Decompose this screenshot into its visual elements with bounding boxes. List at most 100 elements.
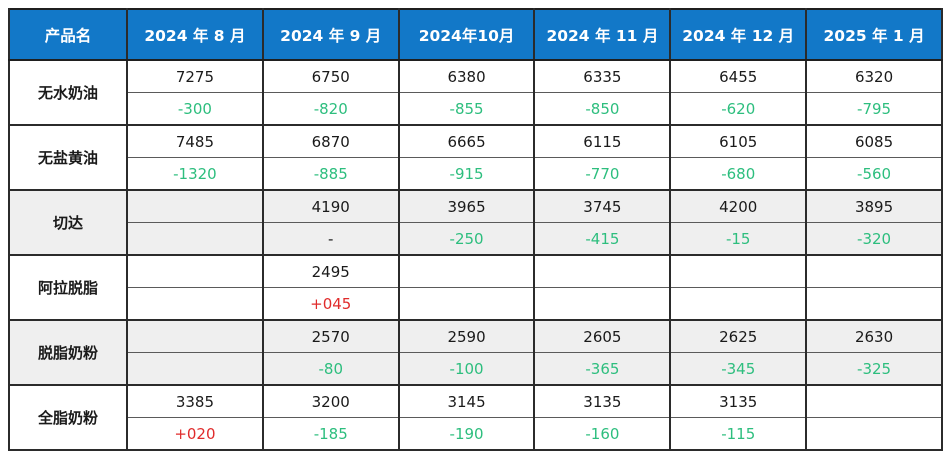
price-cell xyxy=(126,255,264,288)
price-cell: 3145 xyxy=(397,385,536,418)
header-month-nov2024: 2024 年 11 月 xyxy=(533,9,672,61)
change-row: +020 -185 -190 -160 -115 xyxy=(9,417,943,450)
change-cell: -915 xyxy=(397,157,536,190)
price-row: 无盐黄油 7485 6870 6665 6115 6105 6085 xyxy=(8,125,943,190)
dairy-price-table: 产品名 2024 年 8 月 2024 年 9 月 2024年10月 2024 … xyxy=(8,8,943,451)
change-row: -80 -100 -365 -345 -325 xyxy=(9,352,943,385)
header-month-dec2024: 2024 年 12 月 xyxy=(669,9,808,61)
price-row: 脱脂奶粉 2570 2590 2605 2625 2630 xyxy=(8,320,943,385)
price-cell xyxy=(126,320,264,353)
change-cell: -250 xyxy=(397,222,536,255)
product-group-unsalted-butter: 无盐黄油 7485 6870 6665 6115 6105 6085 -1320… xyxy=(8,125,943,190)
price-cell: 6380 xyxy=(397,60,536,93)
change-cell: -80 xyxy=(261,352,400,385)
price-cell: 4200 xyxy=(669,190,808,223)
price-cell: 6665 xyxy=(397,125,536,158)
price-cell: 3965 xyxy=(397,190,536,223)
price-row: 全脂奶粉 3385 3200 3145 3135 3135 xyxy=(8,385,943,450)
change-cell: -795 xyxy=(805,92,943,125)
product-group-whole-milk-powder: 全脂奶粉 3385 3200 3145 3135 3135 +020 -185 … xyxy=(8,385,943,450)
price-cell xyxy=(397,255,536,288)
price-row: 阿拉脱脂 2495 xyxy=(8,255,943,320)
price-cell: 4190 xyxy=(261,190,400,223)
price-row: 无水奶油 7275 6750 6380 6335 6455 6320 xyxy=(8,60,943,125)
price-cell: 6115 xyxy=(533,125,672,158)
price-cell: 6335 xyxy=(533,60,672,93)
price-cell: 6750 xyxy=(261,60,400,93)
change-cell xyxy=(805,287,943,320)
change-cell: -1320 xyxy=(126,157,264,190)
product-group-cheddar: 切达 4190 3965 3745 4200 3895 - -250 -415 … xyxy=(8,190,943,255)
price-cell: 3135 xyxy=(533,385,672,418)
change-cell: -770 xyxy=(533,157,672,190)
price-cell: 2590 xyxy=(397,320,536,353)
price-cell: 3745 xyxy=(533,190,672,223)
price-cell xyxy=(805,385,943,418)
price-cell: 2625 xyxy=(669,320,808,353)
price-cell: 2630 xyxy=(805,320,943,353)
change-cell: -190 xyxy=(397,417,536,450)
change-cell xyxy=(669,287,808,320)
change-cell: -15 xyxy=(669,222,808,255)
change-cell: -300 xyxy=(126,92,264,125)
change-cell: -820 xyxy=(261,92,400,125)
change-cell: -620 xyxy=(669,92,808,125)
price-cell xyxy=(805,255,943,288)
change-cell xyxy=(533,287,672,320)
price-cell: 3200 xyxy=(261,385,400,418)
change-cell: -320 xyxy=(805,222,943,255)
price-cell: 3135 xyxy=(669,385,808,418)
product-name: 全脂奶粉 xyxy=(8,385,128,450)
price-cell: 6455 xyxy=(669,60,808,93)
product-name: 无盐黄油 xyxy=(8,125,128,190)
change-cell: -160 xyxy=(533,417,672,450)
change-cell: -185 xyxy=(261,417,400,450)
change-cell xyxy=(126,222,264,255)
change-cell: -885 xyxy=(261,157,400,190)
change-cell: -365 xyxy=(533,352,672,385)
change-cell xyxy=(126,287,264,320)
product-group-anhydrous-butter: 无水奶油 7275 6750 6380 6335 6455 6320 -300 … xyxy=(8,60,943,125)
change-cell: -115 xyxy=(669,417,808,450)
change-row: +045 xyxy=(9,287,943,320)
price-cell: 2605 xyxy=(533,320,672,353)
header-month-sep2024: 2024 年 9 月 xyxy=(261,9,400,61)
price-cell xyxy=(126,190,264,223)
price-cell: 7485 xyxy=(126,125,264,158)
product-group-arla-skim: 阿拉脱脂 2495 +045 xyxy=(8,255,943,320)
price-cell: 2570 xyxy=(261,320,400,353)
change-cell: -100 xyxy=(397,352,536,385)
price-cell: 3895 xyxy=(805,190,943,223)
change-cell xyxy=(126,352,264,385)
change-cell: - xyxy=(261,222,400,255)
price-cell: 2495 xyxy=(261,255,400,288)
change-cell: -415 xyxy=(533,222,672,255)
price-cell: 3385 xyxy=(126,385,264,418)
change-cell: +045 xyxy=(261,287,400,320)
price-cell xyxy=(533,255,672,288)
price-cell: 6085 xyxy=(805,125,943,158)
change-cell: -855 xyxy=(397,92,536,125)
header-row: 产品名 2024 年 8 月 2024 年 9 月 2024年10月 2024 … xyxy=(8,9,943,61)
change-cell xyxy=(805,417,943,450)
change-cell: -680 xyxy=(669,157,808,190)
header-product-name: 产品名 xyxy=(8,9,128,61)
price-cell: 6105 xyxy=(669,125,808,158)
price-cell: 6320 xyxy=(805,60,943,93)
change-cell: -560 xyxy=(805,157,943,190)
change-cell: +020 xyxy=(126,417,264,450)
product-name: 阿拉脱脂 xyxy=(8,255,128,320)
product-name: 脱脂奶粉 xyxy=(8,320,128,385)
change-row: -300 -820 -855 -850 -620 -795 xyxy=(9,92,943,125)
change-cell xyxy=(397,287,536,320)
change-row: -1320 -885 -915 -770 -680 -560 xyxy=(9,157,943,190)
price-cell: 6870 xyxy=(261,125,400,158)
change-cell: -325 xyxy=(805,352,943,385)
price-cell: 7275 xyxy=(126,60,264,93)
header-month-oct2024: 2024年10月 xyxy=(397,9,536,61)
change-cell: -850 xyxy=(533,92,672,125)
price-row: 切达 4190 3965 3745 4200 3895 xyxy=(8,190,943,255)
product-name: 无水奶油 xyxy=(8,60,128,125)
header-month-jan2025: 2025 年 1 月 xyxy=(805,9,943,61)
